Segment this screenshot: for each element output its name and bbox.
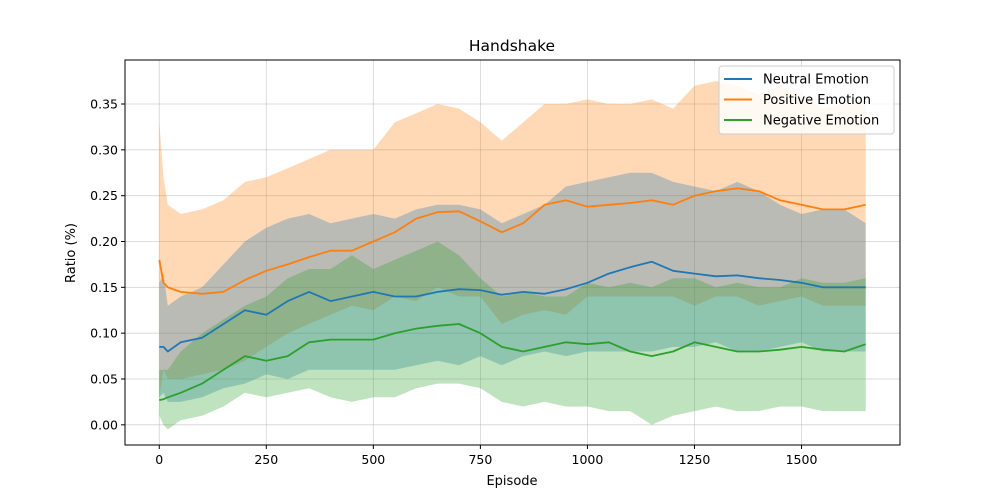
legend: Neutral Emotion Positive Emotion Negative … [718, 65, 895, 135]
x-tick-label: 750 [468, 452, 492, 467]
x-tick-label: 250 [254, 452, 278, 467]
y-tick-label: 0.35 [90, 97, 118, 112]
series-line [159, 323, 866, 401]
y-tick-label: 0.00 [90, 417, 118, 432]
series-line [158, 187, 866, 295]
y-tick-label: 0.10 [90, 326, 118, 341]
series-line [159, 260, 866, 353]
plot-frame [124, 59, 901, 446]
x-axis: 0 250 500 750 1000 1250 1500 [155, 445, 817, 467]
legend-label: Positive Emotion [763, 93, 871, 108]
y-tick-label: 0.05 [90, 372, 118, 387]
legend-box [718, 65, 895, 135]
x-tick-label: 0 [155, 452, 163, 467]
series-lines [158, 187, 866, 401]
legend-label: Neutral Emotion [763, 73, 869, 88]
y-axis-label: Ratio (%) [64, 223, 79, 283]
chart-title: Handshake [469, 37, 555, 55]
x-tick-label: 1000 [572, 452, 604, 467]
y-tick-label: 0.15 [90, 280, 118, 295]
confidence-band [159, 81, 866, 398]
x-tick-label: 1500 [786, 452, 818, 467]
x-axis-label: Episode [486, 474, 537, 489]
y-tick-label: 0.20 [90, 234, 118, 249]
legend-label: Negative Emotion [763, 114, 879, 129]
y-tick-label: 0.30 [90, 142, 118, 157]
x-tick-label: 1250 [679, 452, 711, 467]
confidence-band [159, 241, 866, 430]
y-tick-label: 0.25 [90, 188, 118, 203]
y-axis: 0.00 0.05 0.10 0.15 0.20 0.25 0.30 0.35 [90, 97, 125, 432]
x-tick-label: 500 [361, 452, 385, 467]
